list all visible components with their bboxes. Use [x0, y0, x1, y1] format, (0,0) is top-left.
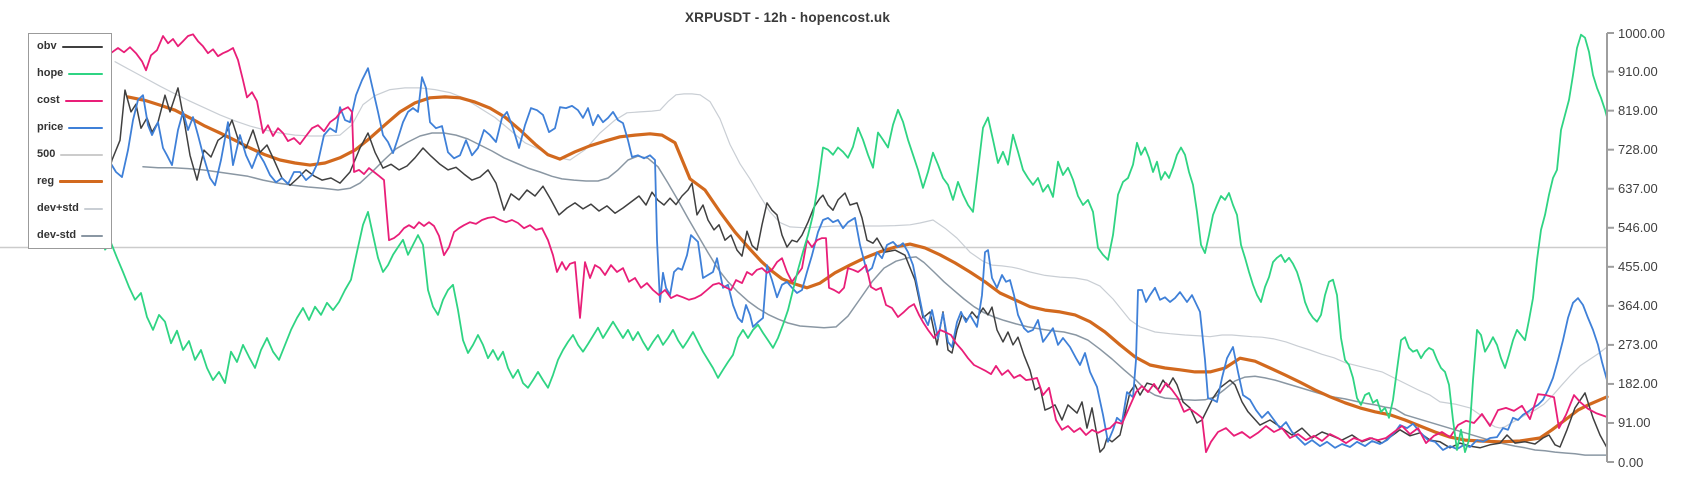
y-tick-label: 91.00	[1618, 415, 1651, 431]
chart-legend: obv hope cost price 500 reg dev+std dev-std	[28, 33, 112, 249]
legend-item-hope: hope	[37, 68, 103, 79]
legend-swatch-line	[68, 126, 103, 129]
series-line-price	[104, 67, 1608, 451]
legend-label: dev-std	[37, 229, 77, 241]
legend-item-price: price	[37, 122, 103, 133]
legend-swatch-line	[81, 234, 103, 237]
series-line-obv	[104, 87, 1608, 453]
legend-label: cost	[37, 94, 60, 106]
legend-label: 500	[37, 148, 56, 160]
legend-item-500: 500	[37, 149, 103, 160]
legend-swatch-line	[60, 153, 103, 156]
legend-item-obv: obv	[37, 41, 103, 52]
legend-item-reg: reg	[37, 176, 103, 187]
legend-item-dev-std: dev-std	[37, 230, 103, 241]
legend-label: hope	[37, 67, 64, 79]
y-tick-label: 182.00	[1618, 376, 1658, 392]
series-line-cost	[104, 33, 1608, 454]
y-tick-label: 273.00	[1618, 337, 1658, 353]
y-tick-label: 910.00	[1618, 64, 1658, 80]
legend-swatch-line	[59, 180, 103, 183]
legend-swatch-line	[64, 99, 103, 102]
y-tick-label: 455.00	[1618, 259, 1658, 275]
y-tick-label: 819.00	[1618, 103, 1658, 119]
y-tick-label: 364.00	[1618, 298, 1658, 314]
series-lines-group	[0, 33, 1609, 456]
y-tick-label: 1000.00	[1618, 25, 1665, 41]
legend-swatch-line	[68, 72, 103, 75]
series-line-hope	[104, 33, 1608, 454]
legend-item-dev-std: dev+std	[37, 203, 103, 214]
legend-label: obv	[37, 40, 57, 52]
y-tick-label: 546.00	[1618, 220, 1658, 236]
chart-title: XRPUSDT - 12h - hopencost.uk	[684, 10, 891, 25]
legend-label: reg	[37, 175, 55, 187]
y-tick-label: 0.00	[1618, 454, 1644, 470]
series-line-dev+std	[114, 61, 1608, 429]
legend-item-cost: cost	[37, 95, 103, 106]
legend-swatch-line	[61, 45, 103, 48]
y-axis	[1606, 32, 1614, 463]
y-tick-label: 637.00	[1618, 181, 1658, 197]
legend-swatch-line	[83, 207, 103, 210]
legend-label: price	[37, 121, 64, 133]
legend-label: dev+std	[37, 202, 79, 214]
series-line-reg	[126, 95, 1609, 444]
y-tick-label: 728.00	[1618, 142, 1658, 158]
series-line-dev-std	[142, 132, 1608, 456]
